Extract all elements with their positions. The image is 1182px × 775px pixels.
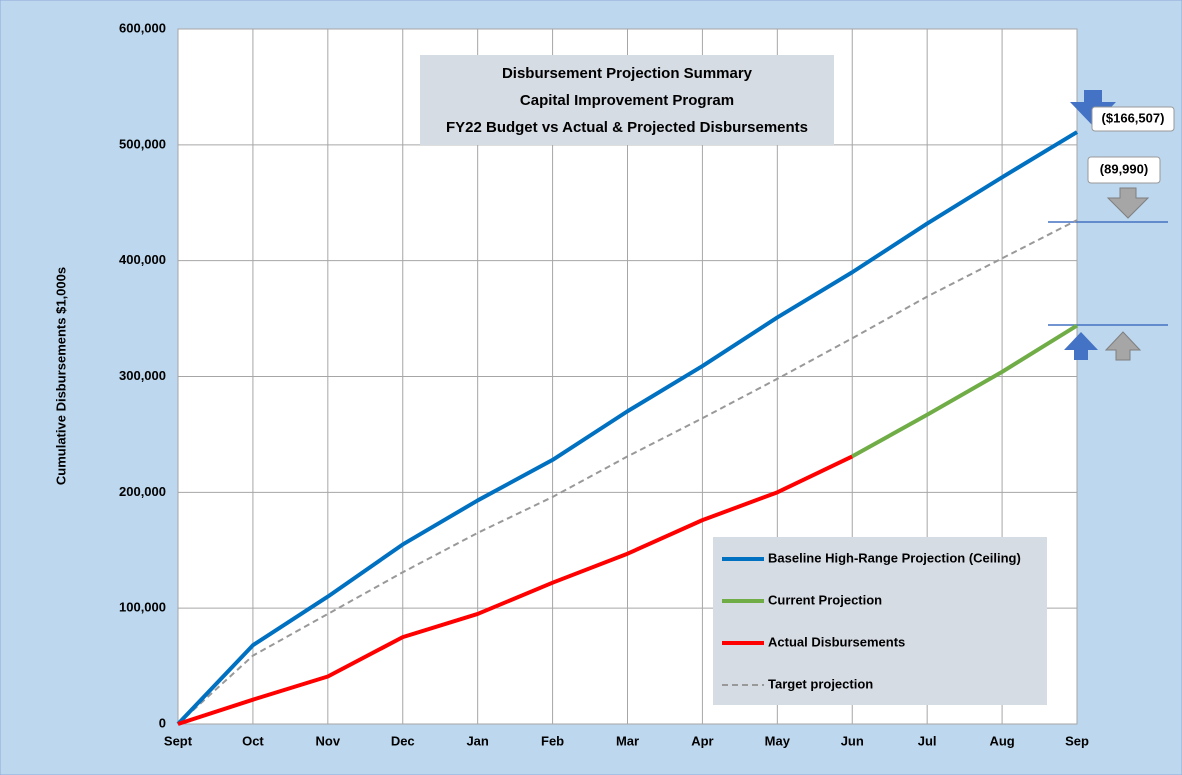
y-tick-label: 300,000 xyxy=(119,368,166,383)
y-tick-label: 100,000 xyxy=(119,600,166,615)
title-box xyxy=(420,55,834,145)
chart-subtitle: FY22 Budget vs Actual & Projected Disbur… xyxy=(446,119,808,136)
arrow-up xyxy=(1104,331,1142,361)
x-tick-label: Apr xyxy=(691,733,713,748)
x-tick-label: Aug xyxy=(989,733,1014,748)
decorations xyxy=(1048,90,1175,361)
plot-border xyxy=(177,28,1078,725)
x-tick-label: May xyxy=(765,733,791,748)
x-tick-label: Dec xyxy=(391,733,415,748)
x-tick-label: Jun xyxy=(841,733,864,748)
y-tick-label: 0 xyxy=(159,715,166,730)
x-tick-label: Sept xyxy=(164,733,193,748)
series-line xyxy=(176,130,1079,726)
annotation-box xyxy=(1087,156,1161,184)
legend xyxy=(713,537,1047,705)
series-line xyxy=(177,454,854,726)
legend-label: Baseline High-Range Projection (Ceiling) xyxy=(768,550,1021,565)
x-tick-label: Nov xyxy=(316,733,341,748)
annotation-box xyxy=(1091,106,1175,132)
legend-label: Current Projection xyxy=(768,592,882,607)
x-tick-label: Jul xyxy=(918,733,937,748)
y-tick-label: 200,000 xyxy=(119,484,166,499)
arrow-up xyxy=(1064,332,1098,360)
legend-entries: Baseline High-Range Projection (Ceiling)… xyxy=(722,550,1021,691)
series-lines xyxy=(176,130,1079,726)
x-tick-label: Oct xyxy=(242,733,264,748)
y-tick-label: 500,000 xyxy=(119,136,166,151)
legend-label: Actual Disbursements xyxy=(768,634,905,649)
y-axis-label: Cumulative Disbursements $1,000s xyxy=(53,267,68,485)
x-tick-label: Jan xyxy=(466,733,488,748)
chart-title: Disbursement Projection Summary xyxy=(502,65,753,82)
x-tick-label: Feb xyxy=(541,733,564,748)
x-tick-label: Mar xyxy=(616,733,639,748)
series-line xyxy=(177,219,1078,725)
arrow-down xyxy=(1106,187,1150,219)
legend-label: Target projection xyxy=(768,676,873,691)
x-tick-label: Sep xyxy=(1065,733,1089,748)
series-line xyxy=(851,323,1079,459)
y-tick-label: 400,000 xyxy=(119,252,166,267)
chart-subtitle: Capital Improvement Program xyxy=(520,92,734,109)
annotation: ($166,507) xyxy=(1102,110,1165,125)
annotation: (89,990) xyxy=(1100,161,1148,176)
y-tick-label: 600,000 xyxy=(119,20,166,35)
